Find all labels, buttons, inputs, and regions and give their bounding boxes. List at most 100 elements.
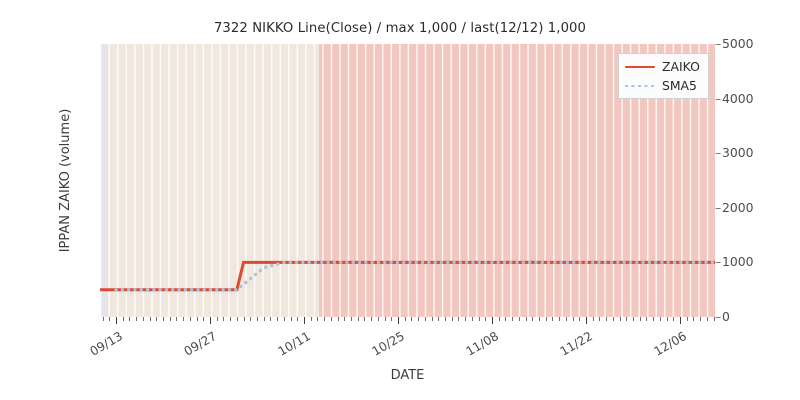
x-axis-minor-tick [109,317,111,321]
x-axis-minor-tick [223,317,225,321]
x-axis-minor-tick [686,317,688,321]
y-tick-label: 0 [722,309,730,324]
x-axis-minor-tick [129,317,131,321]
x-axis-minor-tick [653,317,655,321]
x-axis-ticks [100,317,715,325]
x-axis-minor-tick [539,317,540,321]
x-axis-minor-tick [666,317,668,321]
y-tick-label: 1000 [722,254,754,270]
legend-swatch-zaiko-icon [625,61,655,73]
x-axis-minor-tick [156,317,158,321]
x-axis-minor-tick [357,317,359,321]
y-axis-tick: –0 [715,310,730,324]
y-axis-tick: –1000 [715,255,754,269]
x-axis-minor-tick [431,317,433,321]
x-axis-minor-tick [236,317,238,321]
x-axis-minor-tick [344,317,346,321]
x-axis-minor-tick [377,317,379,321]
x-axis-minor-tick [136,317,138,321]
x-axis-minor-tick [633,317,634,321]
x-axis-minor-tick [706,317,708,321]
legend-solid-line-icon [625,65,655,69]
y-axis-tick: –4000 [715,91,754,106]
x-axis-tick-label: 09/27 [181,329,219,359]
x-axis-minor-tick [471,317,473,321]
x-axis-tick-label: 09/13 [87,329,125,359]
x-axis-minor-tick [659,317,661,321]
x-axis-minor-tick [310,317,312,321]
x-axis-minor-tick [277,317,279,321]
x-axis-minor-tick [297,317,299,321]
x-axis-minor-tick [512,317,514,321]
y-tick-label: 5000 [722,36,754,51]
x-axis-minor-tick [565,317,567,321]
x-axis-minor-tick [525,317,527,321]
legend-dotted-line-icon [625,84,655,88]
x-axis-minor-tick [230,317,232,321]
legend-item-zaiko[interactable]: ZAIKO [625,59,700,74]
x-axis-minor-tick [270,317,272,321]
x-axis-minor-tick [693,317,695,321]
x-axis-minor-tick [317,317,319,321]
x-axis-minor-tick [149,317,151,321]
x-axis-minor-tick [646,317,648,321]
x-axis-tick-label: 10/11 [275,329,313,359]
y-tick-label: 3000 [722,145,754,161]
x-axis-minor-tick [122,317,124,321]
x-axis-minor-tick [713,317,715,321]
x-axis-minor-tick [478,317,480,321]
vertical-gridlines [100,44,715,317]
x-axis-minor-tick [673,317,675,321]
x-axis-minor-tick [545,317,547,321]
data-lines [100,260,715,292]
x-axis-minor-tick [142,317,144,321]
x-axis-minor-tick [700,317,702,321]
x-axis-minor-tick [619,317,621,321]
x-axis-title: DATE [390,368,425,383]
legend-label: SMA5 [662,78,697,93]
x-axis-minor-tick [283,317,285,321]
series-zaiko [100,260,715,292]
x-axis-major-tick [210,317,212,324]
x-axis-minor-tick [384,317,386,321]
x-axis-minor-tick [592,317,594,321]
legend-swatch-sma5-icon [625,80,655,92]
x-axis-minor-tick [559,317,561,321]
chart-legend[interactable]: ZAIKO SMA5 [618,53,709,99]
zaiko-line [100,260,715,292]
x-axis-major-tick [680,317,682,324]
x-axis-minor-tick [485,317,487,321]
x-axis-minor-tick [371,317,373,321]
x-axis-minor-tick [183,317,185,321]
x-axis-minor-tick [445,317,446,321]
x-axis-minor-tick [458,317,460,321]
x-axis-minor-tick [411,317,413,321]
x-axis-major-tick [492,317,494,324]
y-tick-mark: – [715,254,722,270]
x-axis-minor-tick [505,317,507,321]
y-axis-tick: –3000 [715,146,754,160]
x-axis-major-tick [586,317,588,324]
y-axis: –0 –1000 –2000 –3000 –4000 –5000 [715,37,795,324]
y-axis-tick: –2000 [715,199,754,215]
legend-item-sma5[interactable]: SMA5 [625,78,700,93]
x-axis-minor-tick [639,317,641,321]
x-axis-major-tick [304,317,306,324]
y-tick-mark: – [715,199,722,215]
x-axis-minor-tick [337,317,339,321]
x-axis-minor-tick [290,317,292,321]
x-axis-minor-tick [532,317,534,321]
y-tick-mark: – [715,309,722,324]
x-axis-minor-tick [404,317,406,321]
x-axis-minor-tick [364,317,366,321]
x-axis-tick-label: 11/08 [463,329,501,359]
sma5-line-overlay [114,260,715,292]
y-axis-tick: –5000 [715,37,754,51]
x-axis-minor-tick [216,317,218,321]
x-axis-minor-tick [552,317,554,321]
x-axis-minor-tick [424,317,426,321]
y-tick-label: 2000 [722,199,754,215]
y-tick-mark: – [715,36,722,51]
x-axis-minor-tick [606,317,608,321]
